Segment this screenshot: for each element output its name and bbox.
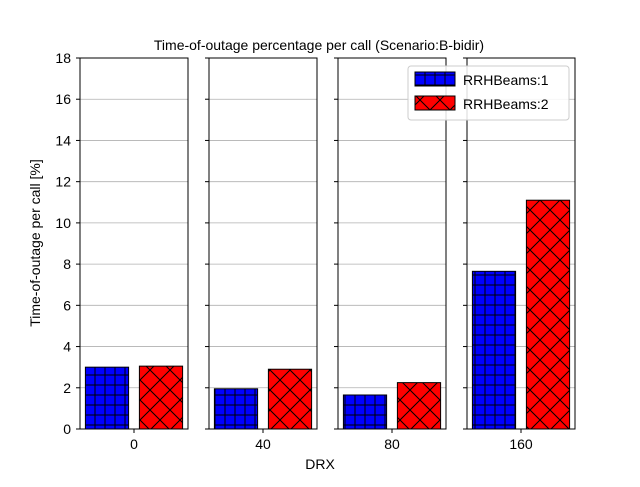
y-tick-label: 0 (63, 421, 71, 437)
bar-hatch (396, 382, 442, 430)
y-tick-label: 6 (63, 297, 71, 313)
y-axis-label: Time-of-outage per call [%] (27, 159, 43, 327)
bar-hatch (525, 199, 571, 430)
legend-swatch-hatch (414, 71, 456, 87)
chart-title: Time-of-outage percentage per call (Scen… (154, 37, 484, 53)
y-tick-label: 2 (63, 380, 71, 396)
x-tick-label: 80 (384, 436, 400, 452)
panel-0: 0 (76, 57, 189, 452)
bar-hatch (138, 365, 184, 430)
legend-label: RRHBeams:1 (463, 72, 549, 88)
x-axis-label: DRX (305, 456, 335, 472)
x-tick-label: 40 (255, 436, 271, 452)
bar-hatch (267, 368, 313, 430)
legend-swatch-hatch (414, 95, 456, 111)
y-tick-label: 14 (55, 132, 71, 148)
bar-hatch (213, 388, 259, 430)
y-tick-label: 8 (63, 256, 71, 272)
bar-hatch (471, 270, 517, 430)
legend: RRHBeams:1 RRHBeams:2 (407, 65, 570, 121)
y-tick-label: 18 (55, 50, 71, 66)
bar-hatch (342, 394, 388, 430)
y-tick-label: 12 (55, 174, 71, 190)
panel-40: 40 (205, 57, 318, 452)
legend-label: RRHBeams:2 (463, 96, 549, 112)
y-tick-label: 4 (63, 339, 71, 355)
y-axis-labels: 0 2 4 6 8 10 12 14 16 18 (55, 50, 71, 437)
x-tick-label: 0 (130, 436, 138, 452)
bar-hatch (84, 366, 130, 430)
panel-80: 80 (334, 57, 447, 452)
y-tick-label: 10 (55, 215, 71, 231)
panels: 0 40 80 160 (76, 57, 576, 452)
x-tick-label: 160 (509, 436, 533, 452)
y-tick-label: 16 (55, 91, 71, 107)
